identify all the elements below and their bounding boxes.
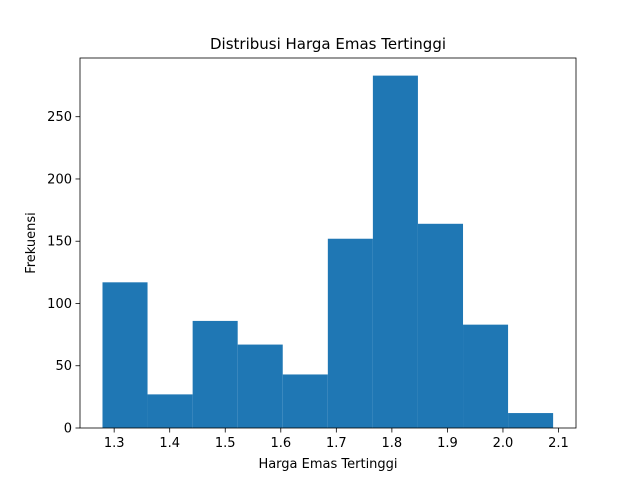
y-axis-label: Frekuensi — [24, 212, 39, 274]
x-tick-label: 1.5 — [215, 436, 236, 451]
x-tick-label: 1.9 — [437, 436, 458, 451]
y-tick-label: 0 — [64, 422, 72, 437]
histogram-bar — [147, 394, 193, 428]
x-axis-ticks: 1.3 1.4 1.5 1.6 1.7 1.8 1.9 2.0 2.1 — [104, 428, 569, 451]
histogram-bar — [417, 223, 464, 428]
histogram-bar — [508, 413, 554, 428]
x-tick-label: 1.6 — [270, 436, 291, 451]
histogram-bar — [237, 344, 283, 428]
x-tick-label: 2.1 — [548, 436, 569, 451]
histogram-bar — [102, 282, 148, 428]
y-tick-label: 200 — [47, 172, 72, 187]
y-tick-label: 50 — [55, 359, 72, 374]
x-tick-label: 1.4 — [159, 436, 180, 451]
x-tick-label: 1.3 — [104, 436, 125, 451]
bars-group — [102, 75, 554, 428]
x-tick-label: 1.7 — [326, 436, 347, 451]
plot-frame — [79, 57, 577, 429]
y-tick-label: 150 — [47, 235, 72, 250]
histogram-bar — [282, 374, 328, 428]
y-axis-ticks: 0 50 100 150 200 250 — [47, 110, 80, 437]
histogram-bar — [372, 75, 418, 428]
x-tick-label: 2.0 — [493, 436, 514, 451]
y-tick-label: 100 — [47, 297, 72, 312]
y-tick-label: 250 — [47, 110, 72, 125]
chart-title: Distribusi Harga Emas Tertinggi — [210, 35, 446, 53]
x-axis-label: Harga Emas Tertinggi — [258, 457, 397, 472]
histogram-bar — [463, 324, 509, 428]
histogram-bar — [327, 238, 373, 428]
histogram-bar — [192, 320, 238, 428]
x-tick-label: 1.8 — [382, 436, 403, 451]
